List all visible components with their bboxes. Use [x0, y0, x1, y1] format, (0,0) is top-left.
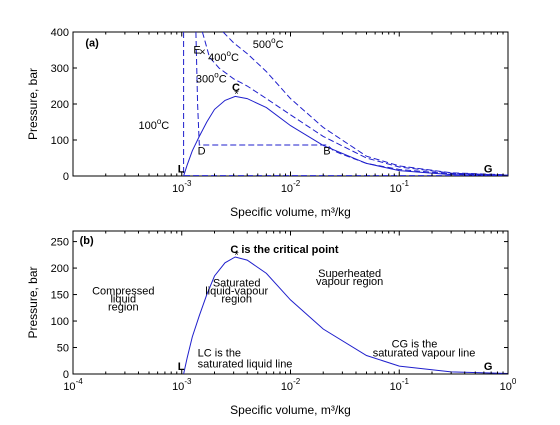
annotation-label: C [232, 82, 240, 94]
annotation-label: liquid-vapour [205, 286, 268, 298]
y-tick-label: 0 [63, 171, 69, 183]
isotherm-500c-line [222, 32, 508, 176]
x-tick-label: 10-2 [281, 179, 301, 195]
y-tick-label: 250 [51, 237, 69, 249]
isotherm-100c-line [183, 32, 508, 176]
x-tick-label: 100 [500, 377, 517, 393]
panel-b: 0 50 100 150 200 250 10-4 10-3 10-2 10-1 100 Specif… [26, 230, 517, 417]
annotation-label: G [484, 361, 493, 373]
isotherm-300c-line [195, 32, 508, 176]
annotation-label: 500oC [253, 36, 284, 51]
saturation-dome-line [183, 95, 508, 176]
annotation-label: Saturated [213, 278, 261, 290]
annotation-label: region [221, 294, 252, 306]
y-tick-label: 100 [51, 135, 69, 147]
annotation-label: saturated vapour line [373, 348, 476, 360]
annotation-label: LC is the [198, 348, 241, 360]
point-marker: × [199, 46, 205, 58]
annotation-label: Superheated [318, 268, 381, 280]
point-marker: * [234, 89, 239, 101]
annotation-label: 300oC [196, 70, 227, 85]
plot-area [72, 230, 509, 375]
annotation-label: L [178, 163, 185, 175]
x-tick-label: 10-2 [281, 377, 301, 393]
x-axis-label: Specific volume, m³/kg [230, 205, 351, 219]
y-axis-label: Pressure, bar [26, 266, 40, 338]
x-tick-label: 10-1 [390, 377, 410, 393]
annotation-label: region [108, 301, 139, 313]
annotation-label: B [323, 145, 330, 157]
x-axis-label: Specific volume, m³/kg [230, 403, 351, 417]
annotation-label: (b) [80, 235, 94, 247]
annotation-label: saturated liquid line [198, 359, 293, 371]
y-tick-label: 200 [51, 99, 69, 111]
isotherm-400c-line [201, 32, 508, 176]
annotation-label: C is the critical point [230, 244, 339, 256]
annotation-label: 100oC [138, 117, 169, 132]
y-tick-label: 0 [63, 369, 69, 381]
y-tick-label: 400 [51, 27, 69, 39]
y-tick-label: 200 [51, 263, 69, 275]
annotation-label: D [198, 145, 206, 157]
panel-a: 0 100 200 300 400 10-3 10-2 10-1 Specific volume… [26, 27, 509, 219]
annotation-label: E [193, 45, 200, 57]
y-axis-label: Pressure, bar [26, 68, 40, 140]
annotation-label: (a) [85, 37, 99, 49]
y-tick-label: 50 [57, 343, 69, 355]
y-tick-label: 150 [51, 290, 69, 302]
saturation-dome-line [183, 256, 508, 374]
x-tick-label: 10-3 [172, 179, 192, 195]
annotation-label: CG is the [392, 339, 438, 351]
series-group [183, 256, 508, 374]
annotation-label: liquid [110, 294, 136, 306]
annotation-label: Compressed [92, 286, 154, 298]
x-tick-label: 10-4 [63, 377, 83, 393]
y-tick-label: 300 [51, 63, 69, 75]
annotation-label: vapour region [316, 276, 383, 288]
plot-area [72, 31, 509, 177]
x-tick-label: 10-1 [390, 179, 410, 195]
x-tick-label: 10-3 [172, 377, 192, 393]
y-tick-label: 100 [51, 316, 69, 328]
series-group [183, 32, 508, 176]
annotation-label: G [484, 163, 493, 175]
point-marker: * [234, 250, 239, 262]
annotation-label: L [178, 361, 185, 373]
annotation-label: 400oC [208, 49, 239, 64]
